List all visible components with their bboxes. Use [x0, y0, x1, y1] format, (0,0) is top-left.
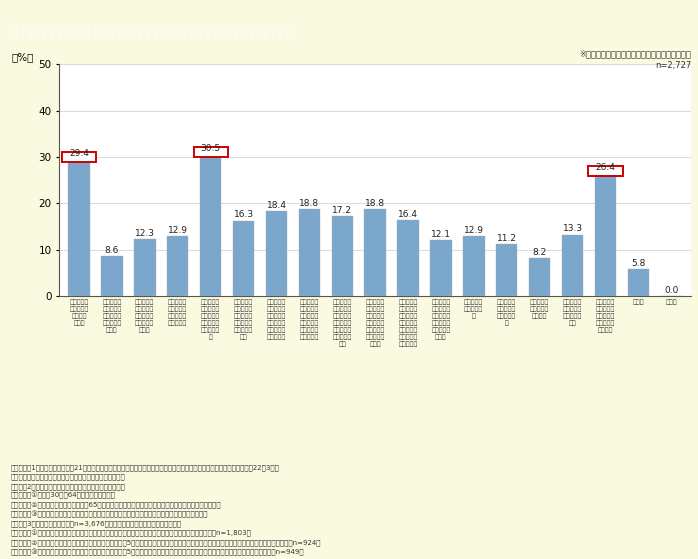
Text: 介護休業の
取得者への
給付増大: 介護休業の 取得者への 給付増大	[530, 300, 549, 319]
Text: 介護サービ
ス利用のた
めの費用補
助に当たっ
ての支援: 介護サービ ス利用のた めの費用補 助に当たっ ての支援	[596, 300, 615, 333]
Text: n=2,727: n=2,727	[655, 61, 691, 70]
Text: ②本人または配偶者の家族に65歳以上の何らかの介護が必要な家族がいる（居住地は問わない）: ②本人または配偶者の家族に65歳以上の何らかの介護が必要な家族がいる（居住地は問…	[10, 501, 221, 508]
Text: 12.9: 12.9	[464, 226, 484, 235]
Text: 3．本調査では対象者（n=3,676）を以下の３グループに分類している。: 3．本調査では対象者（n=3,676）を以下の３グループに分類している。	[10, 520, 181, 527]
Text: 12.3: 12.3	[135, 229, 155, 238]
Text: 出社・退社
時間を調整
できる仕組
みを整える: 出社・退社 時間を調整 できる仕組 みを整える	[168, 300, 188, 326]
Text: 29.4: 29.4	[69, 149, 89, 158]
Text: 2．調査対象は、以下の３条件を全て満たした者。: 2．調査対象は、以下の３条件を全て満たした者。	[10, 483, 126, 490]
Text: 18.4: 18.4	[267, 201, 286, 210]
Text: 第１－３－８図　仕事と介護の両立促進のために必要な勤務先による支援（複数回答）: 第１－３－８図 仕事と介護の両立促進のために必要な勤務先による支援（複数回答）	[8, 26, 296, 39]
Bar	[628, 269, 649, 296]
Text: ③当該家族の介護をきっかけとしておおむね過去5年以内に仕事を辞め、現在は仕事に就いていない者：「離職者グループ」（n=949）: ③当該家族の介護をきっかけとしておおむね過去5年以内に仕事を辞め、現在は仕事に就…	[10, 548, 304, 556]
Bar	[496, 244, 517, 296]
Bar	[68, 160, 90, 296]
Text: 16.3: 16.3	[234, 210, 253, 219]
Text: ③本人がその家族の介護を行っている（自らが「介護を行っている」と考えていればよい）: ③本人がその家族の介護を行っている（自らが「介護を行っている」と考えていればよい…	[10, 511, 208, 518]
Text: ②当該家族の介護をきっかけとしておおむね過去5年以内に仕事を辞め、現在は仕事に就いている者：「在職者グループ（転職組）」（n=924）: ②当該家族の介護をきっかけとしておおむね過去5年以内に仕事を辞め、現在は仕事に就…	[10, 539, 321, 546]
Bar	[588, 167, 623, 176]
Bar	[430, 240, 452, 296]
Bar	[200, 155, 221, 296]
Text: 正社員が短
時間勤務を
しやすくす
る仕組みを
整える: 正社員が短 時間勤務を しやすくす る仕組みを 整える	[135, 300, 154, 333]
Text: 17.2: 17.2	[332, 206, 352, 215]
Text: 11.2: 11.2	[497, 234, 517, 243]
Text: 介護休業の
取得上限日
数の引き上
げ: 介護休業の 取得上限日 数の引き上 げ	[497, 300, 517, 326]
Bar	[233, 221, 254, 296]
Bar	[62, 153, 96, 162]
Text: 26.4: 26.4	[595, 163, 616, 172]
Bar	[134, 239, 156, 296]
Text: その他: その他	[632, 300, 644, 305]
Text: 介護休業取
得条件の緩
和: 介護休業取 得条件の緩 和	[464, 300, 484, 319]
Bar	[595, 174, 616, 296]
Bar	[299, 209, 320, 296]
Text: ①当該家族の介護を始めて以降、仕事を辞めたことがない者：「在職者グループ（継続組）」（n=1,803）: ①当該家族の介護を始めて以降、仕事を辞めたことがない者：「在職者グループ（継続組…	[10, 530, 251, 537]
Text: ①全国の30歳～64歳までの男性・女性: ①全国の30歳～64歳までの男性・女性	[10, 492, 115, 499]
Text: 生産性向上
のために社
内の業務分
担を見直す
仕組みを整
える: 生産性向上 のために社 内の業務分 担を見直す 仕組みを整 える	[234, 300, 253, 340]
Text: 16.4: 16.4	[398, 210, 418, 219]
Bar	[332, 216, 353, 296]
Text: 一日単位・
半日単位の
介護のため
の休暇制度
の整備及び
その利用の
促進: 一日単位・ 半日単位の 介護のため の休暇制度 の整備及び その利用の 促進	[332, 300, 352, 347]
Text: （備考）　1．厚生労働省「平成21年度厚生労働省委託事業　仕事と介護の両立に関する実態把握のための調査研究」（平成22年3月）: （備考） 1．厚生労働省「平成21年度厚生労働省委託事業 仕事と介護の両立に関す…	[10, 464, 279, 471]
Text: 18.8: 18.8	[299, 198, 320, 207]
Bar	[167, 236, 188, 296]
Bar	[364, 209, 386, 296]
Bar	[397, 220, 419, 296]
Text: 残業をなく
す・減らす
仕組みを
整える: 残業をなく す・減らす 仕組みを 整える	[69, 300, 89, 326]
Text: 家族の介護
にあてられ
る休暇日数
を増やす仕
組みを整え
る: 家族の介護 にあてられ る休暇日数 を増やす仕 組みを整え る	[201, 300, 221, 340]
Bar	[529, 258, 550, 296]
Text: 0.0: 0.0	[664, 286, 678, 295]
Bar	[562, 235, 584, 296]
Text: 要介護状態
の家族を抱
える従業員
が増えるこ
とへの職場
の対応: 要介護状態 の家族を抱 える従業員 が増えるこ とへの職場 の対応	[431, 300, 451, 340]
Bar	[193, 148, 228, 157]
Text: 30.5: 30.5	[200, 144, 221, 153]
Text: 5.8: 5.8	[631, 259, 646, 268]
Bar	[463, 236, 484, 296]
Text: 8.6: 8.6	[105, 246, 119, 255]
Text: ※在職者グループ（継続組・転職組）のみの設問: ※在職者グループ（継続組・転職組）のみの設問	[579, 50, 691, 59]
Text: 仕事と介護
の両立に関
する悩みに
対する職場
内の相談窓
口・担当者
の設置: 仕事と介護 の両立に関 する悩みに 対する職場 内の相談窓 口・担当者 の設置	[366, 300, 385, 347]
Text: 12.1: 12.1	[431, 230, 451, 239]
Text: 8.2: 8.2	[533, 248, 547, 257]
Text: 介護休業明
けの職場復
帰のための
支援: 介護休業明 けの職場復 帰のための 支援	[563, 300, 582, 326]
Text: 無回答: 無回答	[665, 300, 677, 305]
Bar	[266, 211, 287, 296]
Text: 家族の介護
を理由とし
た有給休暇
を活用する
ための仕組
みを整える: 家族の介護 を理由とし た有給休暇 を活用する ための仕組 みを整える	[267, 300, 286, 340]
Text: （みずほ情報総研株式会社に委託）より作成。: （みずほ情報総研株式会社に委託）より作成。	[10, 473, 125, 480]
Text: 18.8: 18.8	[365, 198, 385, 207]
Bar	[101, 257, 123, 296]
Text: 12.9: 12.9	[168, 226, 188, 235]
Text: 13.3: 13.3	[563, 224, 583, 233]
Text: （%）: （%）	[12, 52, 34, 62]
Text: 仕事と介護
の両立に関
する悩みを
相談できる
職場外の相
談窓口・担
当者の設置: 仕事と介護 の両立に関 する悩みを 相談できる 職場外の相 談窓口・担 当者の設…	[399, 300, 418, 347]
Text: 在宅勤務な
ど勤務場所
を柔軟にす
る仕組みを
整える: 在宅勤務な ど勤務場所 を柔軟にす る仕組みを 整える	[103, 300, 121, 333]
Text: 一定期間休
むことがで
きる介護休
業制度を自
分の会社に
も整備する: 一定期間休 むことがで きる介護休 業制度を自 分の会社に も整備する	[299, 300, 319, 340]
